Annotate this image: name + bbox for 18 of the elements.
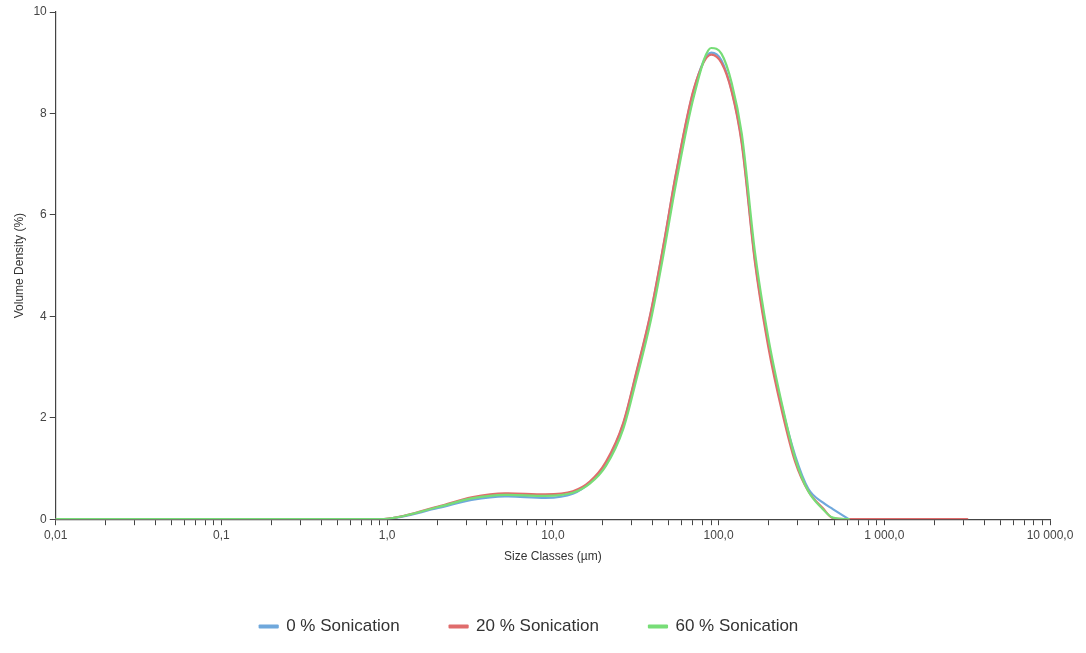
x-tick-label: 10 000,0 — [1026, 527, 1074, 542]
x-axis-title: Size Classes (µm) — [504, 549, 602, 564]
x-tick-label: 0,1 — [213, 527, 231, 542]
y-tick-label: 2 — [40, 410, 48, 425]
x-tick-label: 1,0 — [378, 527, 396, 542]
y-tick-label: 6 — [40, 207, 48, 222]
y-axis-title: Volume Density (%) — [11, 212, 26, 319]
legend-label: 0 % Sonication — [286, 616, 400, 636]
x-tick-label: 0,01 — [44, 527, 68, 542]
x-tick-label: 100,0 — [703, 527, 734, 542]
legend-label: 20 % Sonication — [476, 616, 599, 636]
y-tick-label: 8 — [40, 105, 48, 120]
x-tick-label: 1 000,0 — [864, 527, 905, 542]
x-tick-label: 10,0 — [541, 527, 565, 542]
y-tick-label: 4 — [40, 308, 48, 323]
y-tick-label: 0 — [40, 511, 48, 526]
y-tick-label: 10 — [33, 4, 48, 19]
legend-label: 60 % Sonication — [675, 616, 799, 636]
